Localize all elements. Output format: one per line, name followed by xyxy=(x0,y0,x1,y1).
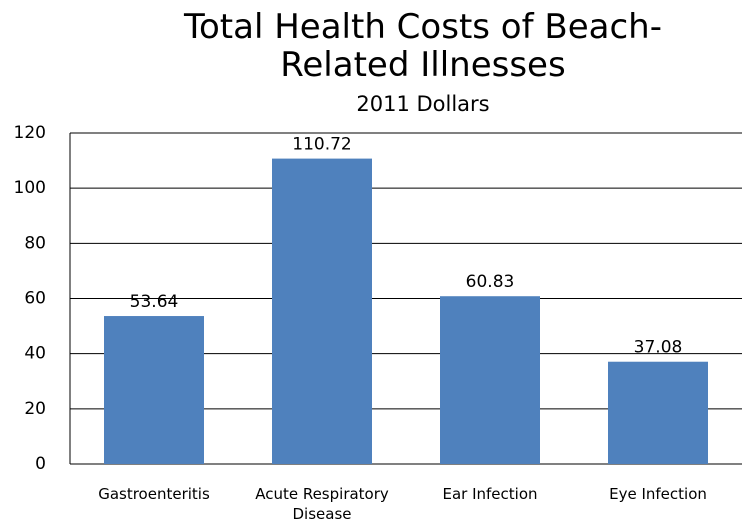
x-tick-label: Acute Respiratory Disease xyxy=(255,485,389,523)
bar xyxy=(608,361,708,464)
y-tick-label: 120 xyxy=(14,123,46,143)
x-tick-label: Eye Infection xyxy=(609,485,707,503)
bar xyxy=(440,296,540,464)
y-tick-label: 80 xyxy=(24,233,46,253)
bar xyxy=(272,158,372,464)
chart-title: Total Health Costs of Beach-Related Illn… xyxy=(184,7,662,85)
x-tick-label: Ear Infection xyxy=(442,485,538,503)
x-tick-label: Gastroenteritis xyxy=(98,485,210,503)
y-tick-label: 60 xyxy=(24,289,46,309)
value-label: 37.08 xyxy=(634,338,683,358)
chart-subtitle: 2011 Dollars xyxy=(356,92,490,116)
y-tick-label: 0 xyxy=(35,454,46,474)
value-label: 60.83 xyxy=(466,272,515,292)
value-label: 110.72 xyxy=(292,135,351,155)
y-tick-label: 100 xyxy=(14,178,46,198)
y-tick-label: 20 xyxy=(24,399,46,419)
y-tick-label: 40 xyxy=(24,344,46,364)
value-label: 53.64 xyxy=(130,292,179,312)
bar xyxy=(104,316,204,464)
